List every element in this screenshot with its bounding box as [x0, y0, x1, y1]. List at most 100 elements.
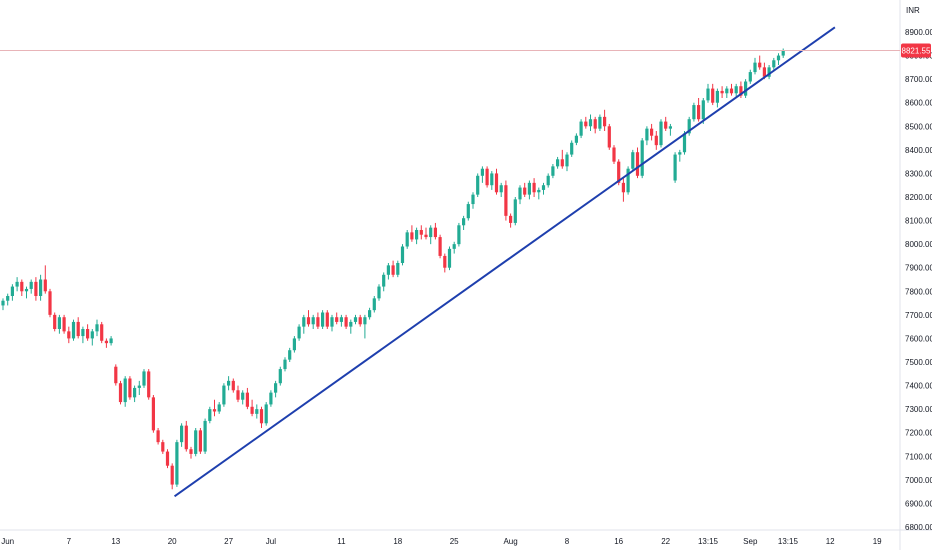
candle-body: [410, 232, 414, 240]
candle: [335, 312, 339, 325]
candle-body: [438, 237, 442, 256]
candle-body: [396, 263, 400, 275]
candle-body: [358, 317, 362, 325]
candle-body: [236, 390, 240, 400]
candle: [217, 402, 221, 414]
candle-body: [302, 317, 306, 327]
candle: [556, 156, 560, 169]
candle-body: [546, 175, 550, 186]
candle: [189, 446, 193, 459]
candle-body: [264, 404, 268, 424]
candle: [462, 215, 466, 230]
candle-body: [335, 317, 339, 322]
candle: [24, 286, 29, 299]
candle-body: [494, 173, 499, 193]
candle: [151, 395, 155, 433]
candle-body: [729, 88, 734, 94]
time-tick-label: 11: [337, 537, 346, 546]
candle: [485, 166, 489, 188]
candle: [100, 321, 104, 344]
candle: [584, 116, 588, 129]
candle-body: [654, 135, 658, 146]
candle: [621, 178, 625, 202]
time-tick-label: 13:15: [698, 537, 719, 546]
candle-body: [208, 409, 212, 421]
candle: [692, 102, 696, 122]
candle-body: [128, 378, 132, 398]
candle: [711, 83, 715, 106]
candle: [706, 83, 710, 103]
candle: [368, 307, 372, 320]
candle: [34, 277, 38, 301]
candle-body: [678, 152, 682, 155]
candle-body: [673, 154, 677, 181]
candle: [551, 164, 555, 179]
candle: [156, 428, 160, 445]
price-tick-label: 7800.00: [905, 287, 932, 296]
candle-body: [170, 465, 174, 485]
candle-body: [368, 310, 372, 318]
candle: [443, 253, 447, 273]
candle: [720, 86, 724, 98]
price-axis[interactable]: 6800.00 6900.00 7000.00 7100.00 7200.00 7300.…: [905, 28, 932, 532]
candle: [278, 366, 282, 386]
candle-body: [650, 128, 654, 136]
candle: [231, 378, 235, 393]
candle-body: [15, 281, 19, 287]
candle-body: [76, 321, 80, 337]
candle-body: [617, 161, 621, 183]
time-axis[interactable]: Jun 7 13 20 27 Jul 11 18 25 Aug 8 16 22 13:15 Sep 13:15…: [1, 537, 882, 546]
candle-body: [603, 116, 607, 127]
last-price-value: 8821.55: [902, 46, 931, 55]
candle-body: [278, 369, 282, 384]
candle-body: [274, 383, 278, 393]
time-tick-label: 22: [661, 537, 670, 546]
candle: [725, 86, 729, 98]
time-tick-label: 13: [111, 537, 120, 546]
candle: [114, 364, 118, 386]
candle-body: [480, 168, 484, 176]
candle: [283, 357, 287, 372]
price-tick-label: 8700.00: [905, 75, 932, 84]
candle: [62, 314, 66, 334]
candle: [86, 324, 90, 341]
candle: [645, 126, 649, 146]
candle: [184, 420, 188, 452]
candle-body: [490, 173, 494, 186]
candle: [48, 288, 52, 318]
candle: [104, 338, 108, 348]
candle: [142, 369, 146, 388]
last-price-tag: [901, 43, 931, 58]
candle: [433, 222, 437, 240]
candle-body: [297, 326, 301, 339]
price-tick-label: 7300.00: [905, 405, 932, 414]
candle-body: [462, 218, 466, 226]
candle: [297, 324, 301, 341]
time-tick-label: 12: [826, 537, 835, 546]
candle-body: [664, 121, 668, 129]
candle-body: [457, 225, 461, 245]
candle-body: [147, 371, 151, 398]
candle: [400, 244, 405, 266]
candle: [631, 149, 635, 172]
candle: [363, 314, 367, 339]
candle: [466, 201, 470, 221]
candle: [565, 152, 569, 172]
candle: [504, 180, 508, 221]
candle-body: [593, 119, 597, 129]
price-tick-label: 8000.00: [905, 240, 932, 249]
candle: [490, 171, 494, 190]
candle: [90, 329, 94, 346]
candle-body: [748, 72, 752, 82]
candles-layer: [1, 48, 785, 490]
candle: [198, 428, 202, 454]
candle: [349, 319, 353, 334]
candle-body: [180, 425, 184, 443]
trendline[interactable]: [173, 26, 836, 498]
candle: [626, 166, 630, 195]
candle: [471, 192, 475, 209]
candle: [664, 116, 668, 131]
candle: [339, 314, 343, 327]
